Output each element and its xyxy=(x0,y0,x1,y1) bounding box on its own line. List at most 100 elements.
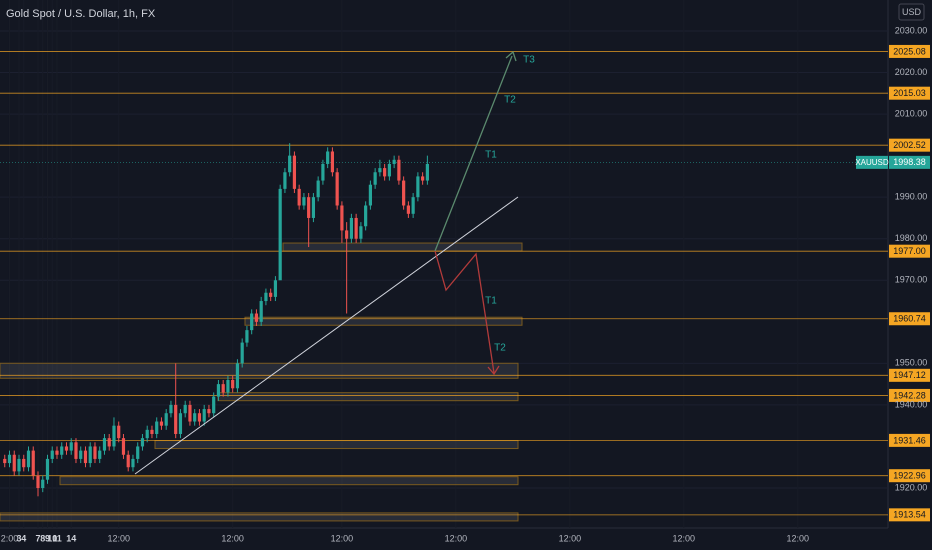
candle-body xyxy=(364,205,368,227)
candle-body xyxy=(60,446,64,455)
current-price-label: 1998.38 xyxy=(893,157,926,167)
x-tick-label: 12:00 xyxy=(221,533,244,543)
candle-body xyxy=(212,396,216,414)
y-tick-label: 1970.00 xyxy=(895,275,928,285)
x-tick-label: 12:00 xyxy=(559,533,582,543)
y-tick-label: 2010.00 xyxy=(895,108,928,118)
candle-body xyxy=(98,450,102,459)
candle-body xyxy=(316,180,320,198)
candle-body xyxy=(254,313,259,322)
zone xyxy=(59,476,519,486)
levels: 2025.08 2015.03 2002.52 1977.00 1960.74 1947.… xyxy=(0,44,930,522)
candle-body xyxy=(411,197,415,214)
level-label: 1977.00 xyxy=(893,246,926,256)
drawings: T3 T2 T1 T1 T2 xyxy=(134,50,535,475)
candle-body xyxy=(406,205,410,214)
level-label-box xyxy=(889,86,930,100)
candle-body xyxy=(50,450,54,459)
candle-body xyxy=(335,172,339,206)
candle-body xyxy=(131,458,135,468)
candle-body xyxy=(45,458,50,480)
chart-title: Gold Spot / U.S. Dollar, 1h, FX xyxy=(6,8,156,20)
x-tick-label: 8 xyxy=(40,533,45,543)
candle-body xyxy=(307,197,311,218)
y-tick-label: 1950.00 xyxy=(895,358,928,368)
candle-body xyxy=(183,404,187,414)
candle-body xyxy=(121,438,126,455)
y-tick-label: 2020.00 xyxy=(895,67,928,77)
candle-body xyxy=(283,172,287,189)
candle-body xyxy=(207,409,211,414)
candle-body xyxy=(378,168,382,173)
level-label-box xyxy=(889,508,930,522)
candle-body xyxy=(41,479,45,488)
candle-body xyxy=(288,155,292,173)
candle-body xyxy=(64,446,69,451)
zone xyxy=(0,512,519,522)
candle-body xyxy=(174,404,178,434)
candle-body xyxy=(340,205,344,231)
y-tick-label: 2030.00 xyxy=(895,25,928,35)
x-tick-label: 14 xyxy=(66,533,76,543)
x-tick-label: 12:00 xyxy=(331,533,354,543)
current-price-box xyxy=(889,155,930,169)
candle-body xyxy=(74,442,78,459)
candle-body xyxy=(193,413,197,422)
candle-body xyxy=(145,429,149,439)
y-tick-label: 1980.00 xyxy=(895,233,928,243)
candle-body xyxy=(79,450,83,459)
candle-body xyxy=(425,163,429,181)
candle-body xyxy=(373,172,377,185)
candle-body xyxy=(250,313,254,331)
level-label: 1922.96 xyxy=(893,471,926,481)
zone xyxy=(154,440,519,450)
candle-body xyxy=(311,197,316,218)
x-tick-label: 12:00 xyxy=(107,533,130,543)
level-label: 1960.74 xyxy=(893,314,926,324)
candle-body xyxy=(55,450,59,455)
level-label: 2002.52 xyxy=(893,140,926,150)
level-label-box xyxy=(889,44,930,58)
symbol-box xyxy=(856,155,888,169)
x-tick-label: 2:00 xyxy=(1,533,19,543)
candle-body xyxy=(330,151,335,173)
candle-body xyxy=(12,454,16,472)
candle-body xyxy=(235,363,240,389)
x-tick-label: 11 xyxy=(52,533,62,543)
candle-body xyxy=(302,197,306,206)
candle-body xyxy=(273,280,278,297)
candle-body xyxy=(178,413,183,434)
candle-body xyxy=(126,454,130,468)
level-label: 1931.46 xyxy=(893,435,926,445)
candle-body xyxy=(349,217,354,239)
candle-body xyxy=(264,292,268,302)
candle-body xyxy=(269,292,273,297)
x-tick-label: 4 xyxy=(21,533,26,543)
candle-body xyxy=(117,425,121,439)
candle-body xyxy=(169,404,173,414)
y-tick-label: 1920.00 xyxy=(895,482,928,492)
candle-body xyxy=(7,454,12,464)
candle-body xyxy=(278,188,282,281)
currency-label: USD xyxy=(902,7,922,17)
zone xyxy=(217,392,519,402)
trend-line xyxy=(134,196,519,475)
candle-body xyxy=(326,151,330,164)
zone xyxy=(244,316,523,326)
x-tick-label: 12:00 xyxy=(673,533,696,543)
candle-body xyxy=(292,155,297,189)
level-label: 2025.08 xyxy=(893,46,926,56)
annotation: T1 xyxy=(485,296,497,307)
candle-body xyxy=(259,301,263,322)
y-tick-label: 1940.00 xyxy=(895,399,928,409)
candle-body xyxy=(297,188,301,206)
candle-body xyxy=(387,163,391,177)
x-tick-label: 12:00 xyxy=(445,533,468,543)
candle-body xyxy=(69,442,73,451)
zones xyxy=(0,242,523,522)
candle-body xyxy=(159,421,164,426)
candle-body xyxy=(150,429,154,434)
candle-body xyxy=(368,184,372,206)
candle-body xyxy=(36,475,40,488)
